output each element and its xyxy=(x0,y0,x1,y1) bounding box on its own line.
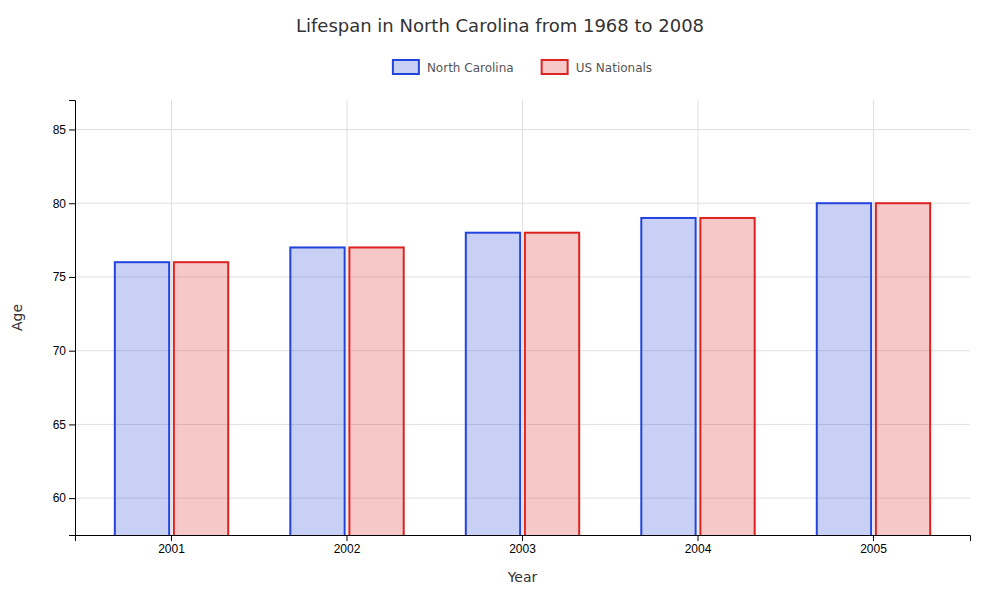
y-axis: 60 65 70 75 80 85 xyxy=(53,101,76,536)
tick: 75 xyxy=(53,270,75,284)
tick-mark xyxy=(69,129,75,130)
axis-line xyxy=(76,536,971,542)
tick-mark xyxy=(69,203,75,204)
tick-mark xyxy=(873,535,874,541)
legend-item: North Carolina xyxy=(393,60,514,75)
bar-series xyxy=(115,203,871,535)
tick-label: 60 xyxy=(53,491,67,505)
legend-label: US Nationals xyxy=(576,61,652,75)
bars xyxy=(115,203,930,535)
legend-item: US Nationals xyxy=(542,60,652,75)
bar xyxy=(174,262,228,535)
bar xyxy=(466,233,520,535)
tick: 65 xyxy=(53,418,75,432)
plot: 2001 2002 2003 2004 2005 60 65 70 75 80 85 xyxy=(53,100,971,600)
bar xyxy=(641,218,695,535)
tick-label: 70 xyxy=(53,344,67,358)
bar xyxy=(700,218,754,535)
tick-label: 65 xyxy=(53,418,67,432)
tick-label: 2004 xyxy=(685,542,712,556)
tick-mark xyxy=(69,277,75,278)
tick-label: 2003 xyxy=(509,542,536,556)
bar xyxy=(817,203,871,535)
tick-label: 2002 xyxy=(334,542,361,556)
x-axis: 2001 2002 2003 2004 2005 xyxy=(76,535,971,556)
tick-mark xyxy=(347,535,348,541)
tick-label: 85 xyxy=(53,123,67,137)
grid-line xyxy=(697,100,698,535)
tick-mark xyxy=(522,535,523,541)
tick-mark xyxy=(69,424,75,425)
tick-mark xyxy=(171,535,172,541)
bar-series xyxy=(174,203,930,535)
bar xyxy=(290,247,344,535)
chart: 2001 2002 2003 2004 2005 60 65 70 75 80 85 Lifespan… xyxy=(0,0,1000,600)
tick-label: 75 xyxy=(53,270,67,284)
tick-label: 2005 xyxy=(860,542,887,556)
tick-label: 2001 xyxy=(158,542,185,556)
x-axis-title: Year xyxy=(507,569,538,585)
grid-line xyxy=(171,100,172,535)
tick: 2004 xyxy=(685,535,712,556)
tick-mark xyxy=(69,351,75,352)
tick-label: 80 xyxy=(53,197,67,211)
grid-line xyxy=(873,100,874,535)
tick: 2005 xyxy=(860,535,887,556)
axis-line xyxy=(69,101,76,536)
bar xyxy=(876,203,930,535)
tick: 85 xyxy=(53,123,75,137)
title: Lifespan in North Carolina from 1968 to … xyxy=(296,15,704,36)
tick: 2002 xyxy=(334,535,361,556)
grid-line xyxy=(347,100,348,535)
legend: North Carolina US Nationals xyxy=(393,60,652,75)
tick: 2003 xyxy=(509,535,536,556)
tick: 80 xyxy=(53,197,75,211)
bar xyxy=(349,247,403,535)
tick: 2001 xyxy=(158,535,185,556)
tick-mark xyxy=(697,535,698,541)
bar xyxy=(525,233,579,535)
tick: 70 xyxy=(53,344,75,358)
tick: 60 xyxy=(53,491,75,505)
bar xyxy=(115,262,169,535)
tick-mark xyxy=(69,498,75,499)
grid-line xyxy=(522,100,523,535)
legend-swatch xyxy=(542,60,568,74)
y-axis-title: Age xyxy=(9,304,25,331)
legend-swatch xyxy=(393,60,419,74)
legend-label: North Carolina xyxy=(427,61,514,75)
